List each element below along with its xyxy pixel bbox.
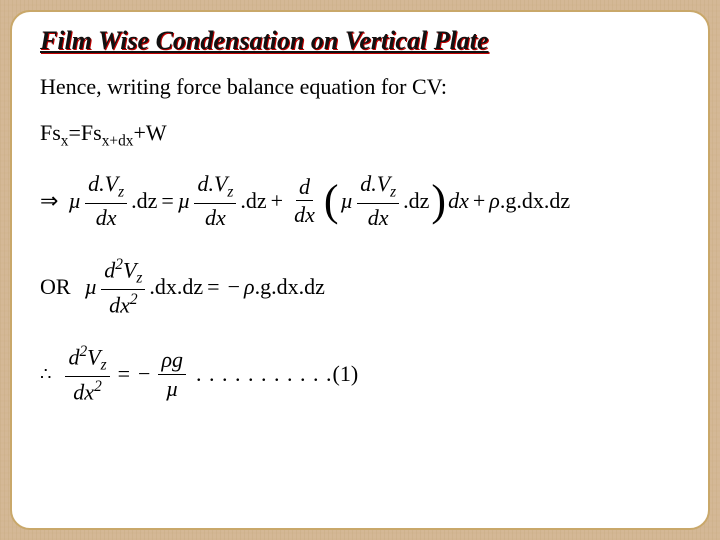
- dots-trail: . . . . . . . . . . .: [196, 361, 333, 387]
- num-1c: d.V: [360, 171, 390, 196]
- neg-3: −: [138, 361, 150, 387]
- frac-d2vz-dx2-a: d2Vz dx2: [101, 257, 145, 316]
- num-2a-v: V: [123, 257, 136, 282]
- num-3-d: d: [68, 345, 79, 370]
- lparen-icon: (: [324, 183, 339, 218]
- dotdz-1a: .dz: [131, 188, 157, 214]
- num-1a-sub: z: [118, 184, 124, 201]
- dotdxdz-2: .dx.dz: [149, 274, 203, 300]
- num-3-z: z: [101, 357, 107, 374]
- equation-2: OR µ d2Vz dx2 .dx.dz = − ρ .g.dx.dz: [40, 257, 680, 316]
- den-3-dx: dx: [73, 380, 94, 405]
- frac-d2vz-dx2-b: d2Vz dx2: [65, 344, 109, 403]
- eq-sign-2: =: [161, 188, 173, 214]
- fsx-lhs: Fs: [40, 120, 61, 145]
- den-1b: dx: [202, 204, 229, 229]
- dotdz-1b: .dz: [240, 188, 266, 214]
- equation-3: ∴ d2Vz dx2 = − ρg µ . . . . . . . . . . …: [40, 344, 680, 403]
- plus-3: +: [473, 188, 485, 214]
- mu-1c: µ: [341, 188, 354, 214]
- num-rhog: ρg: [158, 348, 186, 374]
- eq-sign-4: =: [118, 361, 130, 387]
- num-2a-d: d: [104, 257, 115, 282]
- den-mu: µ: [163, 375, 182, 400]
- or-label: OR: [40, 274, 71, 300]
- num-3-sq: 2: [79, 343, 87, 360]
- dotdz-1c: .dz: [403, 188, 429, 214]
- frac-dvz-dx-2: d.Vz dx: [194, 172, 236, 229]
- slide-title: Film Wise Condensation on Vertical Plate: [40, 26, 680, 56]
- dx-tail: dx: [448, 188, 469, 214]
- den-1c: dx: [365, 204, 392, 229]
- slide-card: Film Wise Condensation on Vertical Plate…: [10, 10, 710, 530]
- mu-2: µ: [85, 274, 98, 300]
- plus-1: +: [134, 120, 146, 145]
- den-2a-sq: 2: [130, 291, 138, 308]
- w-term: W: [146, 120, 167, 145]
- mu-1a: µ: [68, 188, 81, 214]
- therefore-icon: ∴: [40, 364, 51, 385]
- rparen-icon: ): [431, 183, 446, 218]
- frac-dvz-dx-3: d.Vz dx: [357, 172, 399, 229]
- g-tail-2: .g.dx.dz: [255, 274, 325, 300]
- num-1b-sub: z: [227, 184, 233, 201]
- fsxdx-sub: x+dx: [102, 132, 134, 149]
- rho-2: ρ: [244, 274, 255, 300]
- num-2a-z: z: [136, 270, 142, 287]
- fsx-sub: x: [61, 132, 69, 149]
- num-ddx: d: [296, 175, 313, 201]
- eq-sign-1: =: [69, 120, 81, 145]
- rho-1: ρ: [489, 188, 500, 214]
- den-1a: dx: [93, 204, 120, 229]
- intro-line: Hence, writing force balance equation fo…: [40, 74, 680, 100]
- eq-sign-3: =: [207, 274, 219, 300]
- num-1c-sub: z: [390, 184, 396, 201]
- frac-dvz-dx-1: d.Vz dx: [85, 172, 127, 229]
- force-balance-short: Fsx=Fsx+dx+W: [40, 120, 680, 150]
- fsxdx: Fs: [81, 120, 102, 145]
- den-2a-dx: dx: [109, 292, 130, 317]
- neg-2: −: [228, 274, 240, 300]
- num-3-v: V: [87, 345, 100, 370]
- implies-icon: ⇒: [40, 188, 58, 214]
- num-1b: d.V: [197, 171, 227, 196]
- num-2a-sq: 2: [115, 256, 123, 273]
- equation-1: ⇒ µ d.Vz dx .dz = µ d.Vz dx .dz + d dx (…: [40, 172, 680, 229]
- mu-1b: µ: [178, 188, 191, 214]
- den-ddx: dx: [291, 201, 318, 226]
- frac-ddx: d dx: [291, 175, 318, 226]
- g-tail-1: .g.dx.dz: [500, 188, 570, 214]
- num-1a: d.V: [88, 171, 118, 196]
- eq-label-1: (1): [333, 361, 359, 387]
- den-3-sq: 2: [94, 378, 102, 395]
- frac-rhog-mu: ρg µ: [158, 348, 186, 399]
- plus-2: +: [271, 188, 283, 214]
